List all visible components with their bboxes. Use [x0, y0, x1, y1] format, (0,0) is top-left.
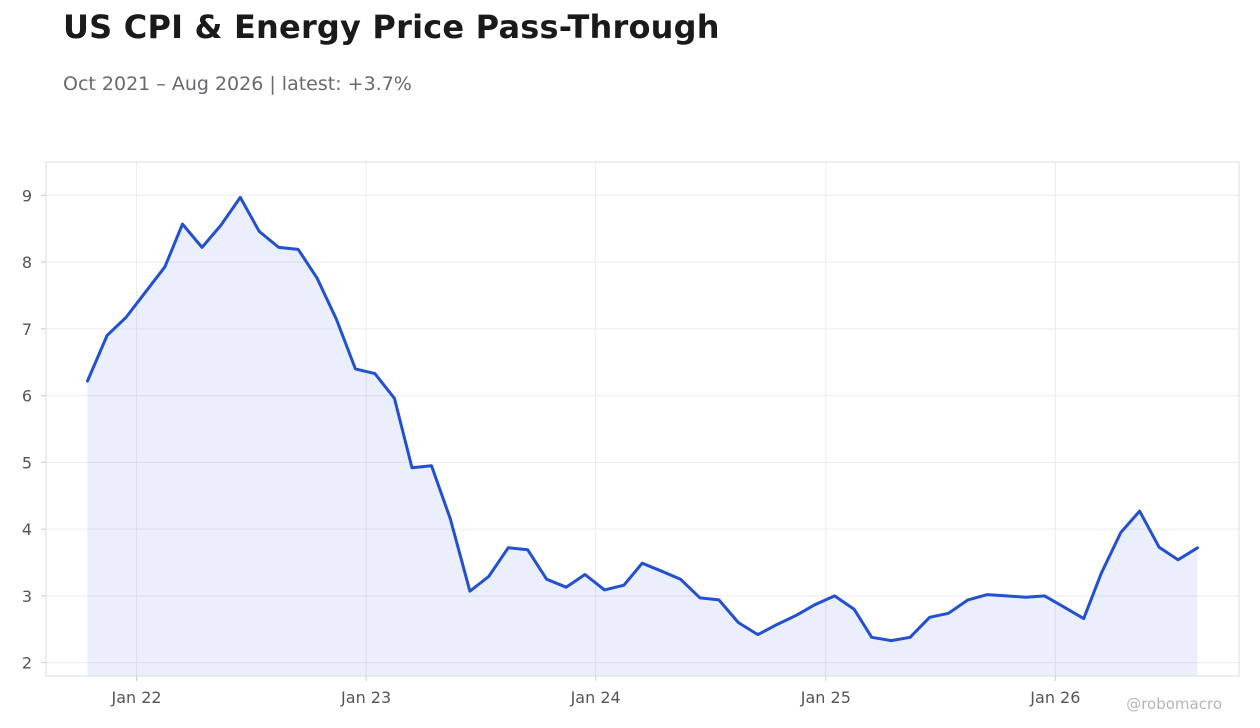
x-tick-label: Jan 25 [800, 688, 851, 707]
y-tick-label: 2 [22, 654, 32, 673]
y-tick-label: 7 [22, 320, 32, 339]
x-tick-label: Jan 24 [570, 688, 621, 707]
x-tick-label: Jan 26 [1029, 688, 1080, 707]
area-fill [87, 197, 1198, 676]
plot-frame [45, 161, 1240, 677]
y-tick-label: 8 [22, 253, 32, 272]
y-tick-label: 9 [22, 186, 32, 205]
watermark: @robomacro [1126, 695, 1222, 713]
chart-subtitle: Oct 2021 – Aug 2026 | latest: +3.7% [63, 73, 412, 95]
series-line [86, 195, 1199, 643]
y-tick-label: 3 [22, 587, 32, 606]
y-tick-label: 5 [22, 453, 32, 472]
y-axis: 2 3 4 5 6 7 8 9 [22, 186, 46, 673]
y-tick-label: 6 [22, 387, 32, 406]
x-tick-label: Jan 23 [340, 688, 391, 707]
chart-title: US CPI & Energy Price Pass-Through [63, 8, 720, 46]
y-tick-label: 4 [22, 520, 32, 539]
grid-lines [46, 162, 1239, 676]
x-tick-label: Jan 22 [111, 688, 162, 707]
x-axis: Jan 22 Jan 23 Jan 24 Jan 25 Jan 26 [111, 676, 1080, 707]
